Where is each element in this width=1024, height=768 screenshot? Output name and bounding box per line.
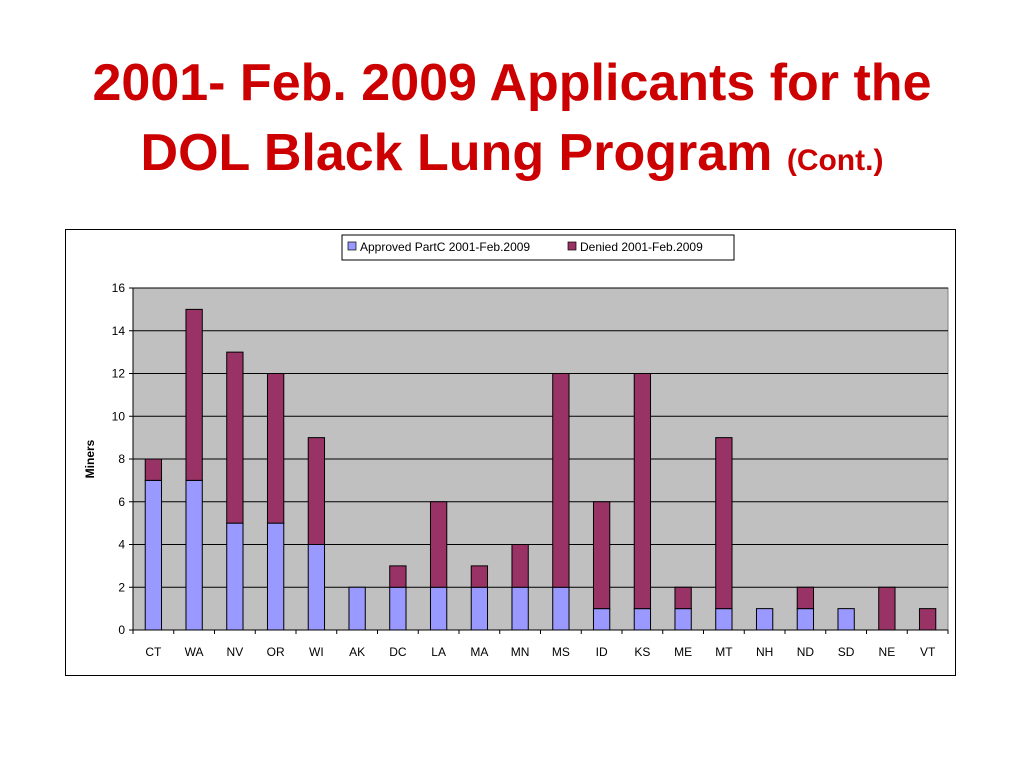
x-tick-label-or: OR [267, 645, 285, 659]
bar-segment-denied-id [592, 501, 611, 610]
bar-segment-denied-vt [918, 608, 937, 631]
bar-segment-approved-sd [837, 608, 855, 631]
bar-segment-approved-or [266, 522, 285, 631]
slide-title-main: DOL Black Lung Program [140, 124, 773, 182]
bar-segment-approved-ma [470, 586, 489, 631]
bar-segment-denied-dc [389, 565, 407, 588]
bar-segment-approved-nv [226, 522, 244, 631]
chart-frame: Approved PartC 2001-Feb.2009 Denied 2001… [65, 229, 956, 676]
bar-segment-denied-ks [633, 373, 652, 610]
x-tick-label-nv: NV [227, 645, 244, 659]
bar-segment-approved-me [674, 608, 692, 631]
bar-segment-approved-dc [389, 586, 407, 631]
slide-title-suffix: (Cont.) [786, 144, 884, 177]
y-tick-label: 6 [118, 495, 125, 509]
y-tick-label: 2 [118, 580, 125, 594]
plot-area: 0 2 4 6 8 10 12 14 16 CT WA NV OR WI AK DC LA MA MN MS ID KS M… [112, 281, 949, 659]
x-tick-label-ct: CT [145, 645, 162, 659]
bar-segment-approved-id [592, 608, 611, 631]
bar-segment-denied-la [429, 501, 448, 588]
bar-segment-approved-ak [348, 586, 366, 631]
x-tick-label-ms: MS [552, 645, 570, 659]
x-tick-label-nd: ND [797, 645, 815, 659]
x-tick-label-wi: WI [309, 645, 324, 659]
bar-segment-approved-nh [755, 608, 774, 631]
x-tick-label-sd: SD [838, 645, 855, 659]
x-tick-label-ne: NE [879, 645, 896, 659]
y-tick-label: 0 [118, 623, 125, 637]
y-axis-label: Miners [83, 439, 97, 478]
x-tick-label-id: ID [596, 645, 608, 659]
y-tick-label: 8 [118, 452, 125, 466]
stacked-bar-chart: Approved PartC 2001-Feb.2009 Denied 2001… [83, 234, 949, 659]
bar-segment-denied-nv [226, 351, 244, 524]
x-tick-label-la: LA [431, 645, 446, 659]
y-tick-label: 10 [112, 409, 126, 423]
y-tick-label: 14 [112, 324, 126, 338]
slide-title: 2001- Feb. 2009 Applicants for the DOL B… [0, 48, 1024, 196]
x-tick-label-dc: DC [389, 645, 407, 659]
bar-segment-denied-nd [796, 586, 815, 610]
legend-swatch-approved [347, 241, 357, 251]
bar-segment-denied-or [266, 373, 285, 524]
x-tick-label-mn: MN [511, 645, 530, 659]
x-tick-label-ks: KS [634, 645, 650, 659]
bar-segment-denied-wi [307, 437, 326, 545]
bar-segment-approved-ks [633, 608, 652, 631]
x-tick-label-wa: WA [185, 645, 204, 659]
bar-segment-approved-wa [185, 479, 203, 631]
bar-segment-denied-mn [511, 544, 529, 588]
bar-segment-approved-nd [796, 608, 815, 631]
slide-title-line2: DOL Black Lung Program (Cont.) [0, 118, 1024, 196]
x-tick-label-ma: MA [470, 645, 488, 659]
x-tick-label-vt: VT [920, 645, 936, 659]
chart-legend: Approved PartC 2001-Feb.2009 Denied 2001… [341, 234, 735, 261]
x-tick-label-me: ME [674, 645, 692, 659]
bar-segment-denied-wa [185, 308, 203, 481]
bar-segment-denied-ms [552, 373, 570, 588]
y-tick-label: 4 [118, 538, 125, 552]
bar-segment-denied-mt [715, 437, 733, 610]
bar-segment-approved-wi [307, 544, 326, 631]
x-tick-label-ak: AK [349, 645, 365, 659]
bar-segment-approved-la [429, 586, 448, 631]
legend-label-approved: Approved PartC 2001-Feb.2009 [360, 240, 530, 254]
bar-segment-denied-ma [470, 565, 489, 588]
bar-segment-approved-ms [552, 586, 570, 631]
legend-label-denied: Denied 2001-Feb.2009 [580, 240, 703, 254]
y-tick-label: 12 [112, 367, 126, 381]
x-tick-label-mt: MT [715, 645, 733, 659]
bar-segment-approved-mt [715, 608, 733, 631]
slide-title-line1: 2001- Feb. 2009 Applicants for the [92, 54, 932, 112]
bar-segment-approved-mn [511, 586, 529, 631]
bar-segment-denied-ct [144, 458, 163, 481]
x-tick-label-nh: NH [756, 645, 773, 659]
bar-segment-approved-ct [144, 479, 163, 631]
legend-swatch-denied [567, 241, 577, 251]
bar-segment-denied-ne [878, 586, 896, 631]
bar-segment-denied-me [674, 586, 692, 610]
y-tick-label: 16 [112, 281, 126, 295]
legend-box [341, 234, 735, 261]
